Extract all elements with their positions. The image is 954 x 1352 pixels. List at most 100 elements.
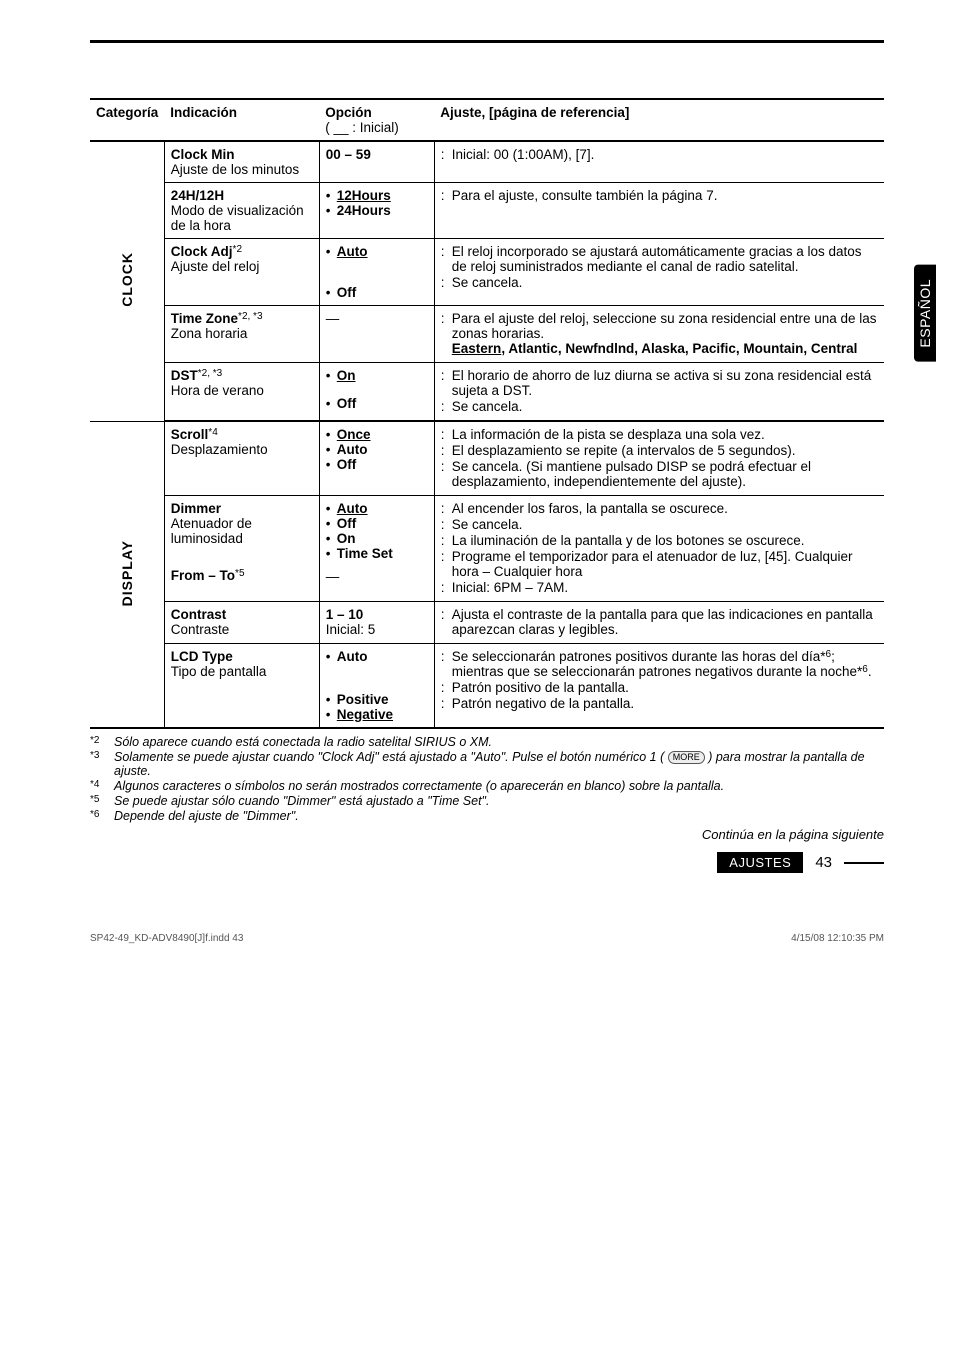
table-row: DST*2, *3 Hora de verano On Off :El hora… [90, 363, 884, 422]
adjust-text: Se cancela. (Si mantiene pulsado DISP se… [452, 459, 878, 489]
adjust-text: Se cancela. [452, 517, 523, 532]
print-footer-right: 4/15/08 12:10:35 PM [791, 933, 884, 944]
option-value: Off [337, 285, 357, 300]
option-value: Off [337, 516, 357, 531]
col-opcion-sub: ( __ : Inicial) [325, 120, 399, 135]
footnote-text: Sólo aparece cuando está conectada la ra… [114, 735, 492, 749]
footnote-num: *4 [90, 779, 114, 793]
indication-desc: Ajuste del reloj [171, 259, 260, 274]
footnote-text: Depende del ajuste de "Dimmer". [114, 809, 299, 823]
indication-sup: *4 [208, 427, 217, 438]
indication-sup: *2 [233, 244, 242, 255]
adjust-text: Ajusta el contraste de la pantalla para … [452, 607, 878, 637]
indication-desc: Hora de verano [171, 383, 264, 398]
side-language-tab: ESPAÑOL [914, 265, 936, 362]
category-display-label: DISPLAY [119, 540, 135, 606]
indication-sup: *2, *3 [198, 368, 222, 379]
option-value: Off [337, 396, 357, 411]
option-value: Auto [337, 442, 368, 457]
footnote-num: *6 [90, 809, 114, 823]
page-footer: AJUSTES 43 [90, 852, 884, 873]
option-value: Auto [337, 649, 368, 664]
footnote-text: Se puede ajustar sólo cuando "Dimmer" es… [114, 794, 489, 808]
indication-title: Dimmer [171, 501, 221, 516]
footnote-num: *2 [90, 735, 114, 749]
option-value: Time Set [337, 546, 393, 561]
footer-section-tag: AJUSTES [717, 852, 803, 873]
option-value: Auto [337, 501, 368, 516]
indication-sup: *2, *3 [238, 311, 262, 322]
footnote-text: Solamente se puede ajustar cuando "Clock… [114, 750, 884, 778]
adjust-text: Patrón positivo de la pantalla. [452, 680, 629, 695]
table-row: DISPLAY Scroll*4 Desplazamiento Once Aut… [90, 421, 884, 496]
indication-title: 24H/12H [171, 188, 224, 203]
col-indicacion: Indicación [164, 99, 319, 141]
option-value: 00 – 59 [326, 147, 371, 162]
indication-desc: Ajuste de los minutos [171, 162, 299, 177]
table-row: Time Zone*2, *3 Zona horaria — :Para el … [90, 306, 884, 363]
option-value: Auto [337, 244, 368, 259]
table-row: CLOCK Clock Min Ajuste de los minutos 00… [90, 141, 884, 183]
indication-desc: Contraste [171, 622, 230, 637]
option-value: On [337, 368, 356, 383]
footnote-text: Algunos caracteres o símbolos no serán m… [114, 779, 724, 793]
more-button-icon: MORE [668, 751, 705, 764]
indication-desc: Zona horaria [171, 326, 248, 341]
category-display: DISPLAY [90, 421, 164, 728]
print-footer-left: SP42-49_KD-ADV8490[J]f.indd 43 [90, 933, 243, 944]
adjust-text: Patrón negativo de la pantalla. [452, 696, 634, 711]
footnote-num: *3 [90, 750, 114, 778]
indication-title: DST [171, 368, 198, 383]
col-opcion-label: Opción [325, 105, 372, 120]
adjust-text: Programe el temporizador para el atenuad… [452, 549, 878, 579]
adjust-text: El horario de ahorro de luz diurna se ac… [452, 368, 878, 398]
adjust-text: La iluminación de la pantalla y de los b… [452, 533, 805, 548]
adjust-text: La información de la pista se desplaza u… [452, 427, 765, 442]
footnote-num: *5 [90, 794, 114, 808]
print-footer: SP42-49_KD-ADV8490[J]f.indd 43 4/15/08 1… [90, 933, 884, 944]
option-value: Positive [337, 692, 389, 707]
indication-desc: Desplazamiento [171, 442, 268, 457]
adjust-text: Al encender los faros, la pantalla se os… [452, 501, 728, 516]
adjust-text: Se cancela. [452, 399, 523, 414]
indication-title: Scroll [171, 427, 209, 442]
indication-desc: Modo de visualización de la hora [171, 203, 304, 233]
col-categoria: Categoría [90, 99, 164, 141]
option-value: Off [337, 457, 357, 472]
adjust-text: Inicial: 6PM – 7AM. [452, 580, 568, 595]
indication-desc: Tipo de pantalla [171, 664, 267, 679]
adjust-text: El desplazamiento se repite (a intervalo… [452, 443, 796, 458]
page-number: 43 [815, 854, 832, 871]
option-dash: — [326, 311, 340, 326]
adjust-text: Para el ajuste, consulte también la pági… [452, 188, 718, 203]
option-value: 24Hours [337, 203, 391, 218]
continue-note: Continúa en la página siguiente [90, 827, 884, 842]
settings-table: Categoría Indicación Opción ( __ : Inici… [90, 98, 884, 729]
col-ajuste: Ajuste, [página de referencia] [434, 99, 884, 141]
table-row: Contrast Contraste 1 – 10 Inicial: 5 :Aj… [90, 602, 884, 644]
adjust-text: Para el ajuste del reloj, seleccione su … [452, 311, 878, 356]
option-value: 1 – 10 [326, 607, 364, 622]
table-row: LCD Type Tipo de pantalla Auto Positive … [90, 644, 884, 729]
top-divider [90, 40, 884, 43]
category-clock-label: CLOCK [119, 252, 135, 307]
option-value: Negative [337, 707, 393, 722]
option-value: On [337, 531, 356, 546]
footer-bar [844, 862, 884, 864]
adjust-text: Inicial: 00 (1:00AM), [7]. [452, 147, 595, 162]
category-clock: CLOCK [90, 141, 164, 421]
indication-from-to: From – To [171, 568, 235, 583]
adjust-text: Se cancela. [452, 275, 523, 290]
indication-title: Contrast [171, 607, 227, 622]
indication-sup: *5 [235, 568, 244, 579]
adjust-text: El reloj incorporado se ajustará automát… [452, 244, 878, 274]
footnotes: *2Sólo aparece cuando está conectada la … [90, 735, 884, 823]
adjust-text: Se seleccionarán patrones positivos dura… [452, 649, 878, 679]
option-value: Once [337, 427, 371, 442]
table-row: Clock Adj*2 Ajuste del reloj Auto Off :E… [90, 239, 884, 306]
option-value: 12Hours [337, 188, 391, 203]
indication-title: LCD Type [171, 649, 233, 664]
indication-desc: Atenuador de luminosidad [171, 516, 252, 546]
indication-title: Clock Min [171, 147, 235, 162]
option-dash: — [326, 569, 340, 584]
